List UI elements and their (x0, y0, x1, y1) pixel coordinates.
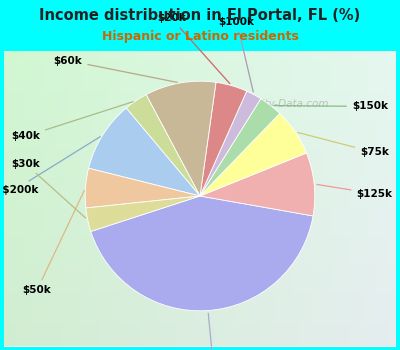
Text: $75k: $75k (298, 133, 389, 158)
Wedge shape (146, 81, 216, 196)
Wedge shape (89, 108, 200, 196)
Text: > $200k: > $200k (0, 136, 100, 195)
Text: $20k: $20k (157, 13, 230, 84)
Text: $125k: $125k (317, 184, 392, 199)
Text: @City-Data.com: @City-Data.com (244, 99, 328, 109)
Text: Hispanic or Latino residents: Hispanic or Latino residents (102, 30, 298, 43)
Wedge shape (85, 168, 200, 208)
Text: $100k: $100k (219, 16, 255, 92)
Wedge shape (86, 196, 200, 231)
Wedge shape (200, 113, 306, 196)
Wedge shape (200, 153, 315, 216)
Wedge shape (200, 99, 280, 196)
Wedge shape (91, 196, 313, 311)
Text: $60k: $60k (54, 56, 177, 82)
Text: Income distribution in El Portal, FL (%): Income distribution in El Portal, FL (%) (39, 8, 361, 23)
Text: $200k: $200k (196, 313, 232, 350)
Wedge shape (200, 82, 247, 196)
Text: $30k: $30k (11, 159, 86, 218)
Wedge shape (200, 91, 261, 196)
Text: $150k: $150k (274, 102, 388, 111)
Wedge shape (126, 94, 200, 196)
Text: $40k: $40k (11, 102, 133, 141)
Text: $50k: $50k (23, 190, 84, 295)
